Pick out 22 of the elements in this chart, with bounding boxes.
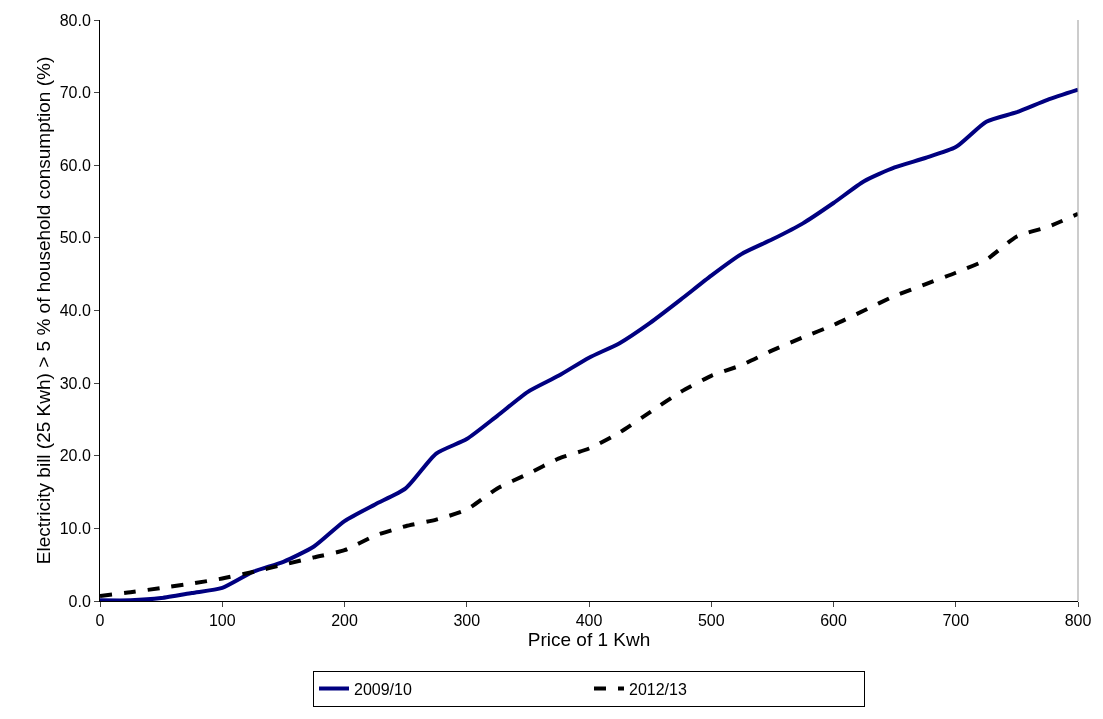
y-tick-label: 70.0 (59, 84, 91, 102)
y-tick-label: 30.0 (59, 374, 91, 392)
x-tick-label: 300 (453, 612, 481, 630)
x-tick-label: 200 (331, 612, 358, 630)
legend-label: 2012/13 (629, 680, 687, 698)
y-tick-label: 10.0 (59, 519, 91, 537)
x-tick-label: 600 (820, 612, 847, 630)
legend-label: 2009/10 (354, 680, 412, 698)
y-tick-label: 0.0 (68, 592, 91, 610)
x-tick-label: 0 (95, 612, 105, 630)
y-tick-label: 20.0 (59, 447, 91, 465)
x-tick-label: 700 (942, 612, 970, 630)
x-tick-label: 800 (1064, 612, 1092, 630)
y-tick-label: 40.0 (59, 302, 91, 320)
x-tick-label: 100 (208, 612, 236, 630)
x-tick-label: 400 (575, 612, 603, 630)
y-tick-label: 50.0 (59, 229, 91, 247)
y-tick-label: 80.0 (59, 11, 91, 29)
x-tick-label: 500 (697, 612, 725, 630)
x-axis-title: Price of 1 Kwh (527, 629, 651, 651)
y-tick-label: 60.0 (59, 156, 91, 174)
y-axis-title: Electricity bill (25 Kwh) > 5 % of household consumption (%) (32, 56, 54, 565)
